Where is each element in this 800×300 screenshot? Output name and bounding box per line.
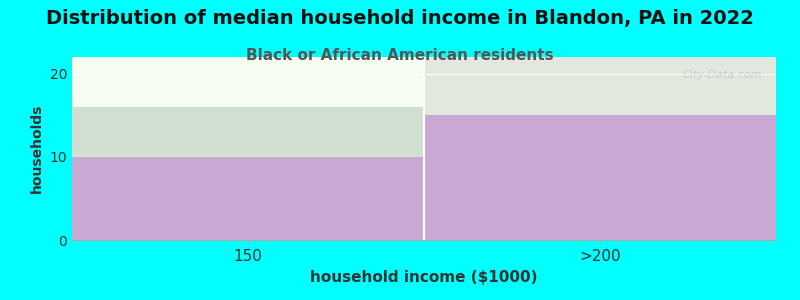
Bar: [72, 157, 424, 240]
Text: Distribution of median household income in Blandon, PA in 2022: Distribution of median household income …: [46, 9, 754, 28]
X-axis label: household income ($1000): household income ($1000): [310, 270, 538, 285]
Text: City-Data.com: City-Data.com: [682, 70, 762, 80]
Text: Black or African American residents: Black or African American residents: [246, 48, 554, 63]
Bar: [424, 115, 776, 240]
Y-axis label: households: households: [30, 104, 44, 193]
